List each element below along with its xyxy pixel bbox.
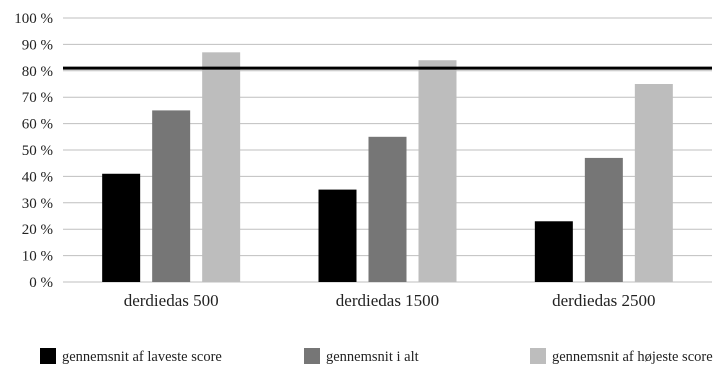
- y-tick-label: 10 %: [22, 249, 53, 265]
- bar: [202, 52, 241, 282]
- y-tick-label: 80 %: [22, 64, 53, 80]
- x-tick-label: derdiedas 1500: [336, 291, 439, 310]
- y-tick-label: 100 %: [14, 11, 53, 27]
- legend-swatch: [530, 348, 546, 364]
- x-tick-label: derdiedas 500: [124, 291, 219, 310]
- bar: [418, 60, 457, 282]
- bar: [102, 173, 141, 282]
- legend-label: gennemsnit af højeste score: [552, 349, 713, 365]
- bars: [102, 52, 673, 283]
- y-tick-label: 40 %: [22, 169, 53, 185]
- legend: gennemsnit af laveste score gennemsnit i …: [40, 348, 713, 365]
- y-tick-label: 30 %: [22, 196, 53, 212]
- y-tick-label: 60 %: [22, 117, 53, 133]
- legend-label: gennemsnit i alt: [326, 349, 419, 365]
- y-tick-label: 20 %: [22, 222, 53, 238]
- y-tick-label: 50 %: [22, 143, 53, 159]
- y-tick-label: 90 %: [22, 37, 53, 53]
- legend-label: gennemsnit af laveste score: [62, 349, 222, 365]
- legend-swatch: [40, 348, 56, 364]
- x-axis-tick-labels: derdiedas 500 derdiedas 1500 derdiedas 250…: [124, 291, 656, 310]
- bar: [368, 136, 407, 282]
- y-axis-tick-labels: 0 % 10 % 20 % 30 % 40 % 50 % 60 % 70 % 80 % 90 % 1…: [14, 11, 53, 291]
- bar: [584, 157, 623, 282]
- bar: [318, 189, 357, 282]
- y-tick-label: 70 %: [22, 90, 53, 106]
- x-tick-label: derdiedas 2500: [552, 291, 655, 310]
- legend-swatch: [304, 348, 320, 364]
- y-tick-label: 0 %: [29, 275, 53, 291]
- bar: [152, 110, 191, 283]
- bar: [534, 221, 573, 282]
- bar: [634, 84, 673, 282]
